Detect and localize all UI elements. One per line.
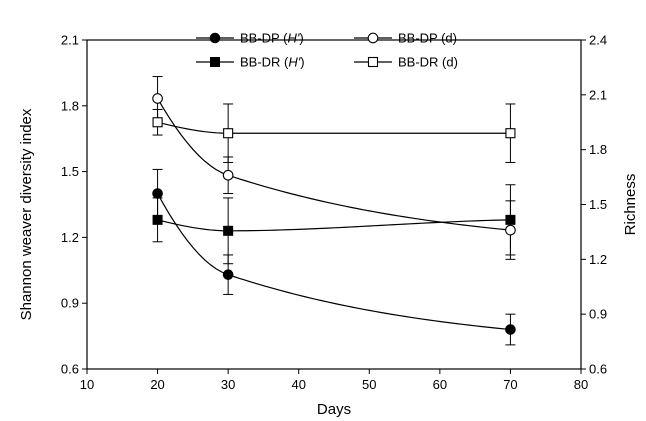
series-group bbox=[152, 76, 516, 346]
x-tick-label: 60 bbox=[433, 377, 447, 392]
y-axis-left-title: Shannon weaver diversity index bbox=[18, 108, 35, 320]
series-line bbox=[157, 121, 511, 134]
x-tick-label: 50 bbox=[362, 377, 376, 392]
legend-label-part: H' bbox=[288, 55, 300, 70]
legend-label-part: BB-DR ( bbox=[240, 55, 289, 70]
legend-label: BB-DR (d) bbox=[398, 55, 458, 70]
data-point bbox=[222, 269, 234, 280]
data-point bbox=[152, 117, 163, 128]
legend-item: BB-DR (H') bbox=[196, 55, 305, 70]
y-left-tick-label: 1.8 bbox=[61, 98, 79, 113]
x-tick-label: 10 bbox=[80, 377, 94, 392]
y-right-tick-label: 2.1 bbox=[589, 87, 607, 102]
legend-item: BB-DP (H') bbox=[196, 31, 304, 46]
x-axis-title: Days bbox=[317, 401, 351, 418]
legend-marker bbox=[210, 57, 220, 67]
legend-label: BB-DP (d) bbox=[398, 31, 457, 46]
series-line bbox=[157, 98, 511, 231]
y-right-tick-label: 1.8 bbox=[589, 142, 607, 157]
y-left-tick-label: 1.5 bbox=[61, 164, 79, 179]
data-point bbox=[505, 224, 516, 236]
data-point bbox=[152, 188, 163, 199]
y-right-tick-label: 0.6 bbox=[589, 362, 607, 377]
x-tick-label: 20 bbox=[150, 377, 164, 392]
series-line bbox=[157, 219, 511, 232]
x-tick-label: 30 bbox=[221, 377, 235, 392]
series-line bbox=[157, 193, 511, 331]
legend-marker bbox=[367, 32, 379, 44]
y-right-tick-label: 1.5 bbox=[589, 197, 607, 212]
legend-item: BB-DR (d) bbox=[354, 55, 458, 70]
data-point bbox=[223, 225, 234, 236]
series-3 bbox=[152, 103, 516, 163]
legend-label-part: BB-DP ( bbox=[240, 31, 288, 46]
x-tick-label: 70 bbox=[503, 377, 517, 392]
data-point bbox=[223, 128, 234, 139]
legend: BB-DP (H') BB-DP (d)BB-DR (H') BB-DR (d) bbox=[196, 31, 458, 70]
plot-frame bbox=[86, 39, 582, 370]
y-left-tick-label: 2.1 bbox=[61, 33, 79, 48]
data-point bbox=[152, 93, 163, 104]
legend-marker bbox=[209, 32, 221, 44]
series-0 bbox=[152, 168, 516, 346]
legend-marker bbox=[367, 56, 379, 68]
legend-label-part: H' bbox=[287, 31, 299, 46]
legend-label: BB-DP (H') bbox=[240, 31, 304, 46]
plot-border bbox=[86, 39, 582, 370]
legend-item: BB-DP (d) bbox=[354, 31, 457, 46]
axis-ticks: 10 20 30 40 50 60 70 800.60.91.21.51.82.10.60.9… bbox=[61, 33, 607, 393]
legend-label-part: ) bbox=[300, 55, 304, 70]
y-right-tick-label: 2.4 bbox=[589, 33, 607, 48]
series-2 bbox=[152, 76, 516, 260]
y-left-tick-label: 1.2 bbox=[61, 230, 79, 245]
x-tick-label: 40 bbox=[291, 377, 305, 392]
data-point bbox=[505, 324, 516, 335]
legend-label-part: ) bbox=[299, 31, 303, 46]
data-point bbox=[505, 128, 516, 139]
data-point bbox=[222, 169, 234, 181]
y-right-tick-label: 1.2 bbox=[589, 252, 607, 267]
y-axis-right-title: Richness bbox=[622, 174, 639, 236]
legend-label: BB-DR (H') bbox=[240, 55, 305, 70]
x-tick-label: 80 bbox=[574, 377, 588, 392]
data-point bbox=[152, 214, 163, 225]
y-left-tick-label: 0.6 bbox=[61, 362, 79, 377]
y-right-tick-label: 0.9 bbox=[589, 307, 607, 322]
y-left-tick-label: 0.9 bbox=[61, 296, 79, 311]
